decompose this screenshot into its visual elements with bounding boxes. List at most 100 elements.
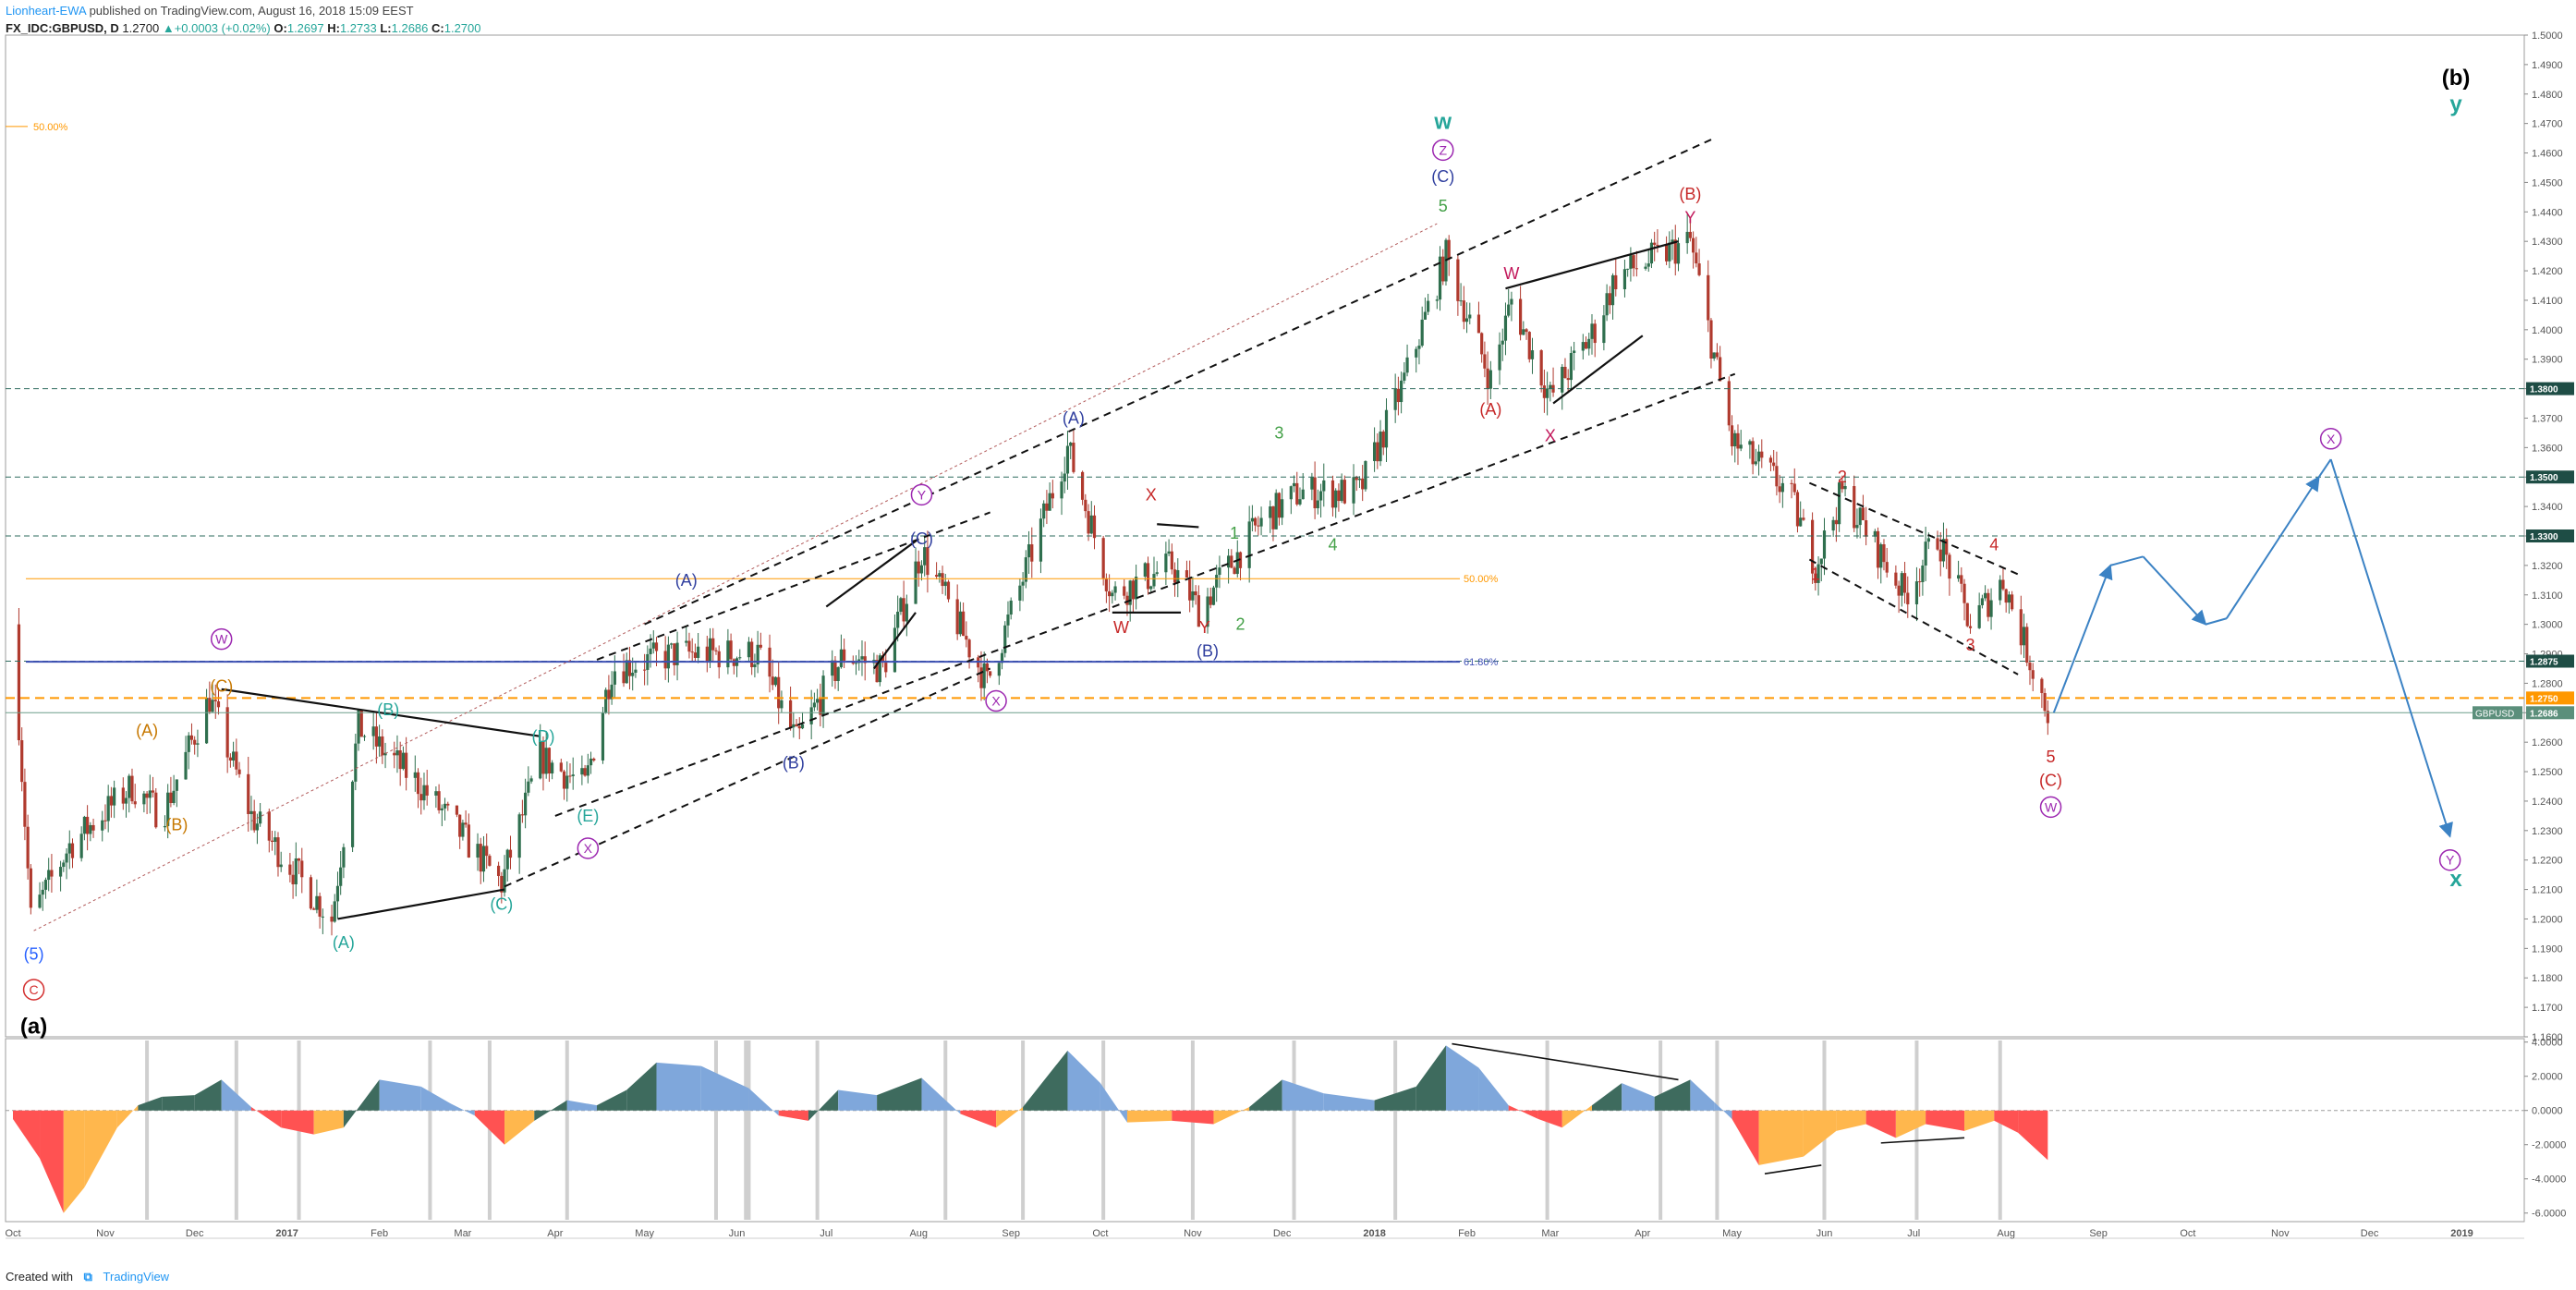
candle-body <box>1405 357 1409 373</box>
candle-body <box>395 749 399 756</box>
time-axis-label: Oct <box>1092 1228 1108 1239</box>
footer: Created with ⧉ TradingView <box>6 1270 169 1284</box>
wave-label: (B) <box>1197 641 1219 660</box>
price-level-label: 1.3300 <box>2530 532 2558 542</box>
candle-body <box>1858 507 1862 526</box>
trendline <box>1552 335 1644 405</box>
candle-body <box>708 638 712 663</box>
candle-body <box>235 751 238 770</box>
candle-body <box>1897 585 1901 596</box>
wave-label: 1 <box>1811 565 1820 583</box>
candle-body <box>1819 558 1823 565</box>
wave-label: (B) <box>1679 185 1701 203</box>
wave-label: (b) <box>2442 66 2471 91</box>
tradingview-link[interactable]: TradingView <box>103 1270 170 1284</box>
candle-body <box>551 762 554 774</box>
oscillator-area <box>13 1041 2048 1220</box>
candle-body <box>989 671 992 676</box>
osc-divergence-line <box>1880 1137 1965 1144</box>
oscillator-segment <box>597 1089 627 1111</box>
candle-body <box>1831 519 1835 531</box>
candle-body <box>547 748 552 774</box>
candle-body <box>422 785 426 801</box>
candle-body <box>651 642 655 649</box>
candle-body <box>816 699 820 703</box>
candle-body <box>1614 274 1618 290</box>
candle-body <box>899 598 903 612</box>
candle-body <box>893 627 897 673</box>
candle-body <box>1838 482 1841 525</box>
candle-body <box>1608 293 1611 306</box>
oscillator-segment <box>534 1100 567 1121</box>
candle-body <box>836 667 840 682</box>
wave-label: X <box>584 841 593 856</box>
oscillator-segment <box>84 1110 117 1187</box>
candle-body <box>604 689 608 713</box>
candle-body <box>312 908 316 910</box>
oscillator-segment <box>1249 1079 1282 1111</box>
wave-label: Y <box>917 487 927 502</box>
oscillator-segment <box>1172 1110 1214 1125</box>
fib-label: 50.00% <box>1464 574 1499 585</box>
candle-body <box>919 565 924 574</box>
candle-body <box>1128 580 1132 605</box>
candle-body <box>276 837 280 868</box>
candle-body <box>2001 579 2005 590</box>
candle-body <box>1393 388 1397 410</box>
time-axis-label: Apr <box>1634 1228 1650 1239</box>
candle-body <box>184 751 188 780</box>
wave-label-circle <box>1432 139 1454 162</box>
chart-header: Lionheart-EWA published on TradingView.c… <box>6 2 481 37</box>
candle-body <box>812 702 816 708</box>
candle-body <box>145 793 149 798</box>
wave-label: (a) <box>20 1014 47 1039</box>
wave-label: X <box>2327 432 2336 446</box>
candle-body <box>738 657 742 659</box>
candle-body <box>121 787 125 804</box>
price-axis-label: 1.2500 <box>2532 767 2563 778</box>
wave-label: 3 <box>1274 423 1283 442</box>
candle-body <box>416 772 420 795</box>
tradingview-logo-icon: ⧉ <box>83 1270 92 1284</box>
candle-body <box>297 858 301 861</box>
candle-body <box>1968 626 1973 628</box>
candle-body <box>1843 486 1847 490</box>
candle-body <box>1316 500 1319 509</box>
candle-body <box>1396 388 1400 403</box>
candle-body <box>750 641 754 668</box>
candle-body <box>270 840 274 842</box>
author-link[interactable]: Lionheart-EWA <box>6 4 86 18</box>
candle-body <box>1039 518 1043 562</box>
candle-body <box>1173 569 1177 583</box>
candle-body <box>1715 352 1719 358</box>
trendline <box>596 511 990 661</box>
trendline <box>872 612 917 670</box>
candle-body <box>562 771 566 789</box>
trendline <box>1157 523 1199 529</box>
candle-body <box>1756 451 1761 462</box>
candle-body <box>1051 493 1054 499</box>
candle-body <box>1707 274 1710 321</box>
trendline <box>644 137 1715 626</box>
candle-body <box>1301 489 1305 500</box>
candle-body <box>496 865 501 876</box>
ohlc-open: 1.2697 <box>286 21 324 35</box>
candle-body <box>946 581 951 600</box>
oscillator-segment <box>379 1079 421 1111</box>
candle-body <box>339 867 343 886</box>
published-text: published on TradingView.com, August 16,… <box>89 4 414 18</box>
wave-label-circle <box>22 979 45 1001</box>
candle-body <box>1274 493 1278 529</box>
candle-body <box>1584 342 1588 349</box>
candle-body <box>1802 517 1805 520</box>
candle-body <box>1945 539 1949 555</box>
time-axis-label: May <box>635 1228 654 1239</box>
candle-body <box>1814 573 1817 583</box>
candle-body <box>756 644 759 665</box>
oscillator-segment <box>656 1062 701 1111</box>
wave-label: 5 <box>2047 748 2056 766</box>
trendline <box>554 372 1736 817</box>
candle-body <box>1841 482 1844 490</box>
candle-body <box>318 895 322 917</box>
